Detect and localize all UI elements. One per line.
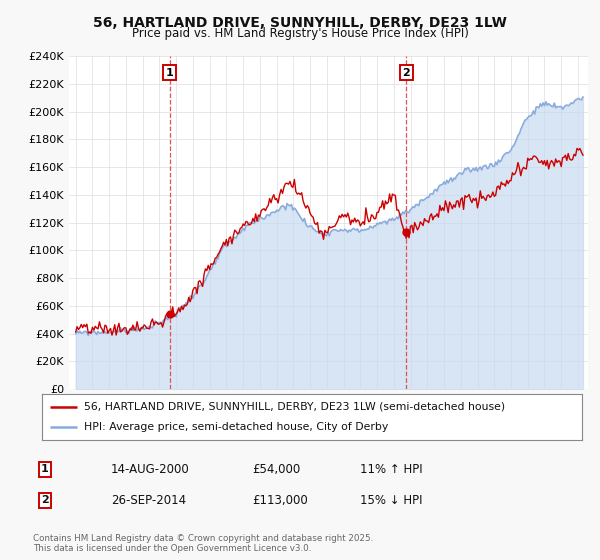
Text: 26-SEP-2014: 26-SEP-2014 xyxy=(111,493,186,507)
Text: 11% ↑ HPI: 11% ↑ HPI xyxy=(360,463,422,476)
Text: 56, HARTLAND DRIVE, SUNNYHILL, DERBY, DE23 1LW: 56, HARTLAND DRIVE, SUNNYHILL, DERBY, DE… xyxy=(93,16,507,30)
Text: 2: 2 xyxy=(403,68,410,78)
Text: 15% ↓ HPI: 15% ↓ HPI xyxy=(360,493,422,507)
Text: 1: 1 xyxy=(41,464,49,474)
Text: 56, HARTLAND DRIVE, SUNNYHILL, DERBY, DE23 1LW (semi-detached house): 56, HARTLAND DRIVE, SUNNYHILL, DERBY, DE… xyxy=(84,402,505,412)
Text: 2: 2 xyxy=(41,495,49,505)
Text: 1: 1 xyxy=(166,68,173,78)
Text: £113,000: £113,000 xyxy=(252,493,308,507)
Text: HPI: Average price, semi-detached house, City of Derby: HPI: Average price, semi-detached house,… xyxy=(84,422,388,432)
Text: £54,000: £54,000 xyxy=(252,463,300,476)
Text: Price paid vs. HM Land Registry's House Price Index (HPI): Price paid vs. HM Land Registry's House … xyxy=(131,27,469,40)
Text: 14-AUG-2000: 14-AUG-2000 xyxy=(111,463,190,476)
Text: Contains HM Land Registry data © Crown copyright and database right 2025.
This d: Contains HM Land Registry data © Crown c… xyxy=(33,534,373,553)
